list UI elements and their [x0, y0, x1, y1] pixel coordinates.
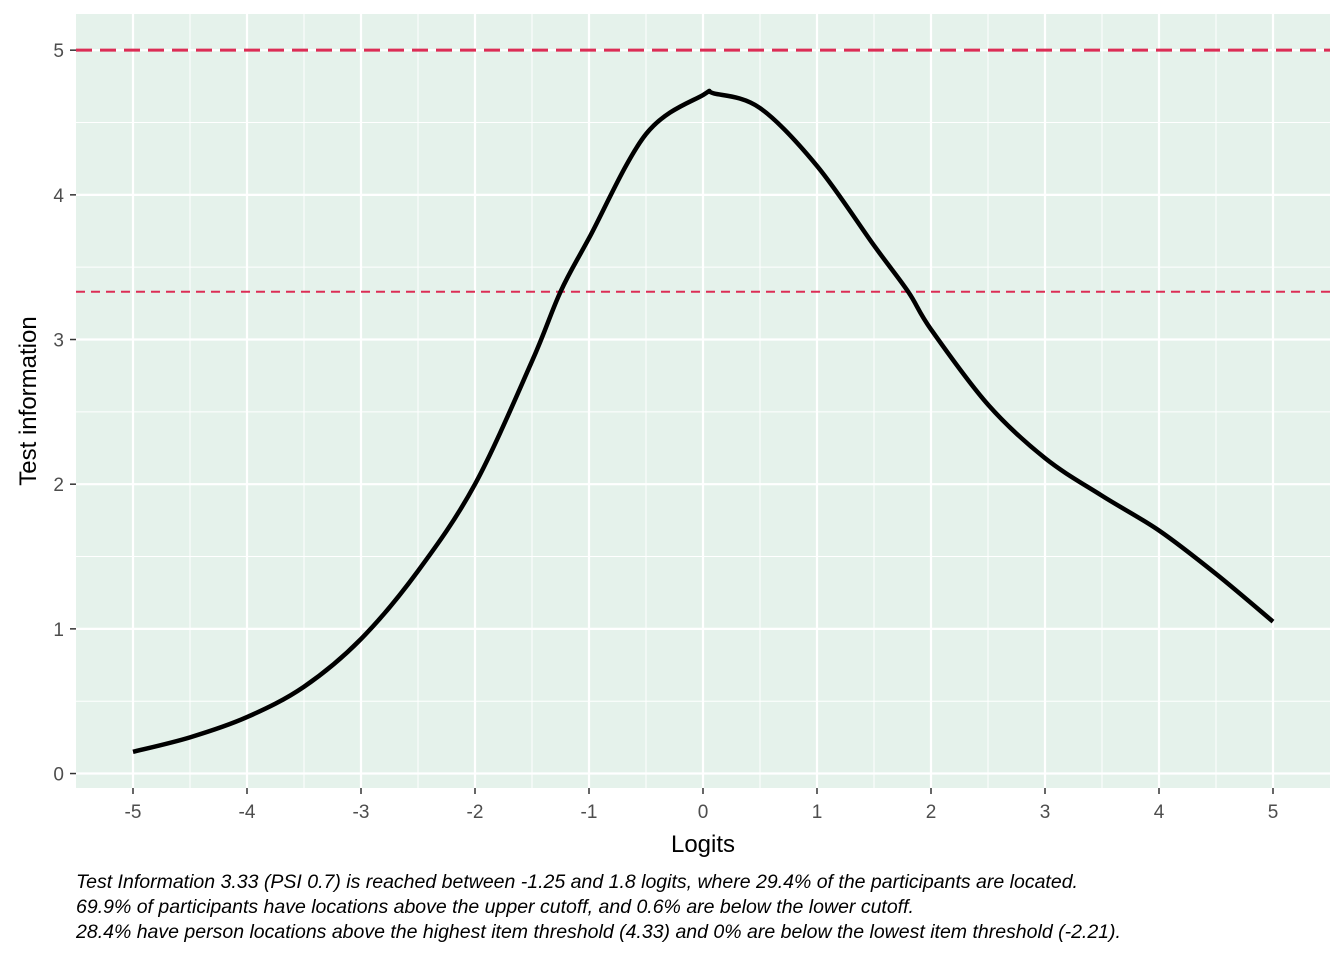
x-tick-label: -4 — [239, 802, 256, 823]
x-tick-label: -2 — [467, 802, 484, 823]
x-tick-label: -3 — [353, 802, 370, 823]
x-tick-label: -5 — [125, 802, 142, 823]
x-tick-label: -1 — [581, 802, 598, 823]
chart-caption: Test Information 3.33 (PSI 0.7) is reach… — [76, 870, 1340, 945]
y-tick-label: 1 — [53, 620, 64, 641]
y-tick-label: 2 — [53, 475, 64, 496]
y-tick-label: 5 — [53, 41, 64, 62]
y-axis-title: Test information — [15, 316, 42, 485]
x-tick-label: 4 — [1154, 802, 1165, 823]
test-information-curve — [132, 88, 1275, 755]
caption-line-3: 28.4% have person locations above the hi… — [76, 921, 1121, 943]
y-tick-label: 0 — [53, 765, 64, 786]
x-tick-label: 0 — [698, 802, 709, 823]
major-gridlines — [76, 14, 1330, 788]
x-axis-ticks: -5 -4 -3 -2 -1 0 1 2 3 4 5 — [125, 788, 1279, 823]
y-tick-label: 3 — [53, 331, 64, 352]
y-axis-ticks: 0 1 2 3 4 5 — [53, 41, 76, 786]
x-tick-label: 2 — [926, 802, 937, 823]
x-tick-label: 1 — [812, 802, 823, 823]
caption-line-1: Test Information 3.33 (PSI 0.7) is reach… — [76, 871, 1078, 893]
x-tick-label: 3 — [1040, 802, 1051, 823]
x-tick-label: 5 — [1268, 802, 1279, 823]
y-tick-label: 4 — [53, 186, 64, 207]
x-axis-title: Logits — [671, 831, 735, 858]
reference-lines — [76, 48, 1330, 293]
caption-line-2: 69.9% of participants have locations abo… — [76, 896, 914, 918]
